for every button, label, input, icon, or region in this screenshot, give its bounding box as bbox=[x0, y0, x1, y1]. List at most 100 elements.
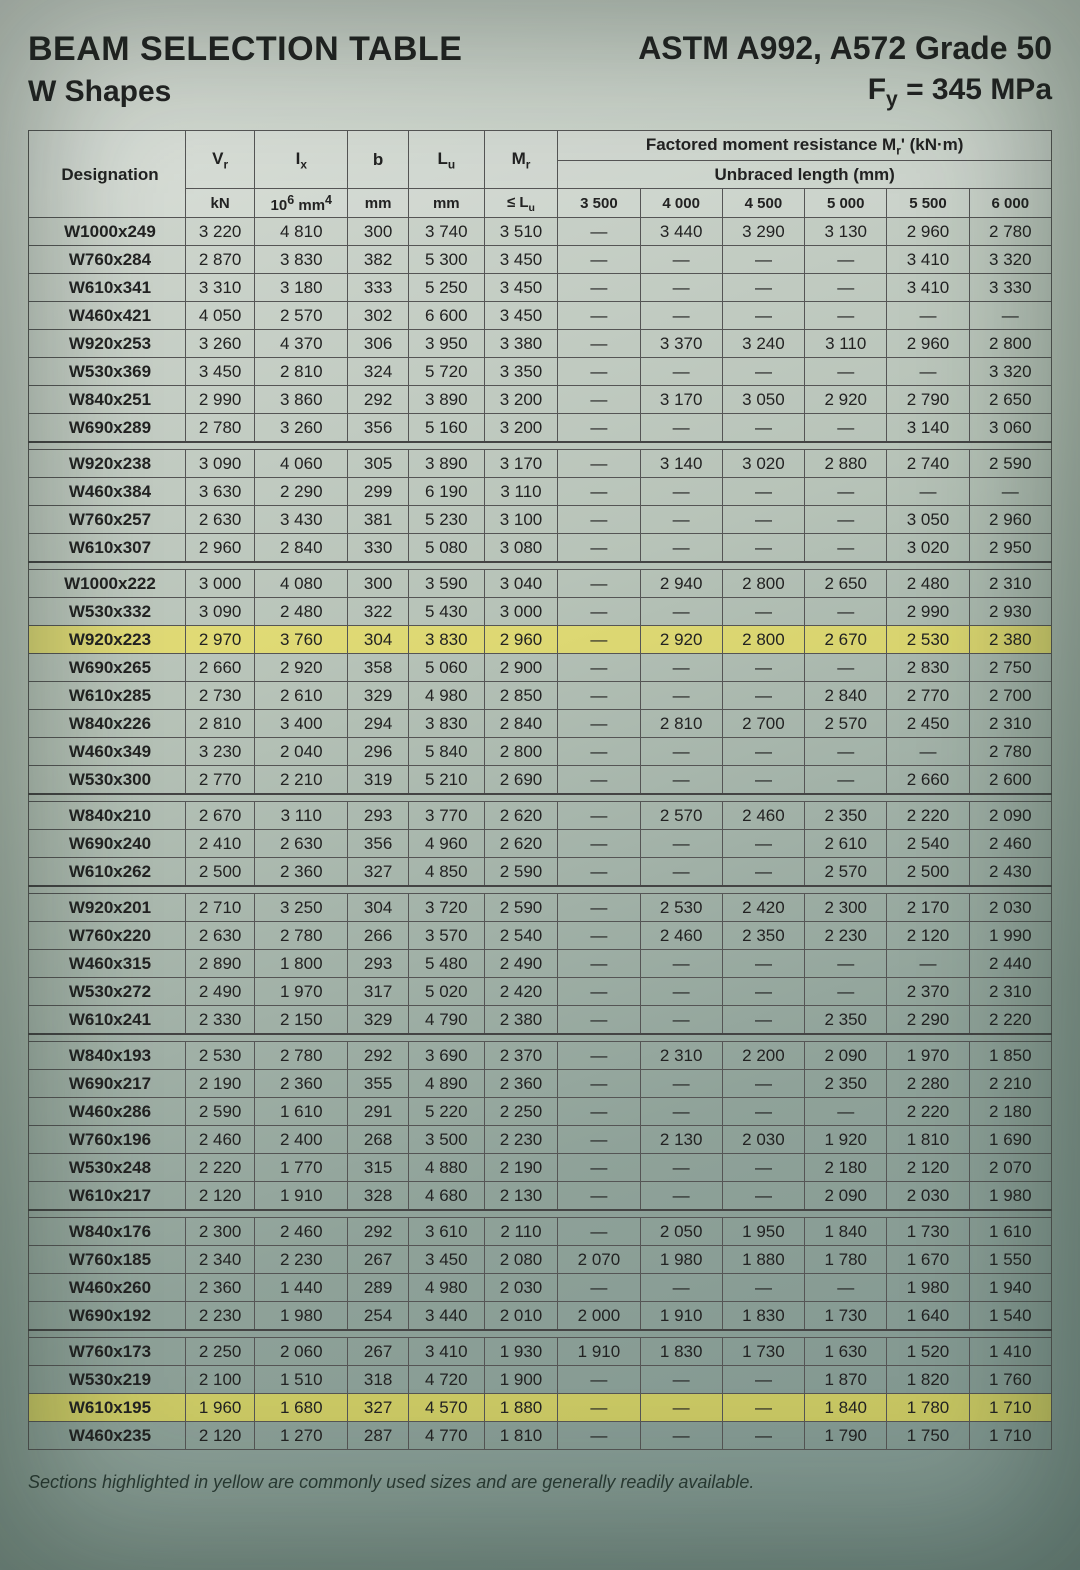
value-cell: — bbox=[640, 246, 722, 274]
table-row: W760x1732 2502 0602673 4101 9301 9101 83… bbox=[29, 1338, 1052, 1366]
value-cell: 2 960 bbox=[887, 330, 969, 358]
value-cell: 2 620 bbox=[484, 830, 558, 858]
value-cell: — bbox=[558, 1366, 640, 1394]
value-cell: 356 bbox=[348, 830, 409, 858]
designation-cell: W840x176 bbox=[29, 1218, 186, 1246]
value-cell: — bbox=[558, 302, 640, 330]
value-cell: 1 760 bbox=[969, 1366, 1051, 1394]
value-cell: 3 200 bbox=[484, 386, 558, 414]
value-cell: — bbox=[887, 738, 969, 766]
table-row: W760x2842 8703 8303825 3003 450————3 410… bbox=[29, 246, 1052, 274]
value-cell: 2 650 bbox=[969, 386, 1051, 414]
value-cell: 2 030 bbox=[484, 1274, 558, 1302]
value-cell: 3 890 bbox=[408, 450, 484, 478]
value-cell: — bbox=[805, 506, 887, 534]
value-cell: 2 840 bbox=[255, 534, 348, 563]
beam-table: Designation Vr Ix b Lu Mr Factored momen… bbox=[28, 130, 1052, 1450]
value-cell: 1 910 bbox=[558, 1338, 640, 1366]
value-cell: — bbox=[558, 682, 640, 710]
value-cell: 2 660 bbox=[887, 766, 969, 795]
value-cell: 2 950 bbox=[969, 534, 1051, 563]
value-cell: 3 330 bbox=[969, 274, 1051, 302]
value-cell: 2 210 bbox=[255, 766, 348, 795]
value-cell: — bbox=[640, 682, 722, 710]
value-cell: 324 bbox=[348, 358, 409, 386]
table-row: W530x2482 2201 7703154 8802 190———2 1802… bbox=[29, 1154, 1052, 1182]
value-cell: — bbox=[722, 534, 804, 563]
group-separator bbox=[29, 442, 1052, 450]
value-cell: 3 400 bbox=[255, 710, 348, 738]
value-cell: 2 090 bbox=[805, 1042, 887, 1070]
value-cell: 2 570 bbox=[255, 302, 348, 330]
value-cell: — bbox=[640, 978, 722, 1006]
value-cell: 3 410 bbox=[887, 246, 969, 274]
table-row: W610x3072 9602 8403305 0803 080————3 020… bbox=[29, 534, 1052, 563]
unit-b: mm bbox=[348, 189, 409, 218]
table-row: W530x3323 0902 4803225 4303 000————2 990… bbox=[29, 598, 1052, 626]
value-cell: 4 770 bbox=[408, 1422, 484, 1450]
value-cell: 1 980 bbox=[887, 1274, 969, 1302]
value-cell: — bbox=[805, 1098, 887, 1126]
value-cell: 2 430 bbox=[969, 858, 1051, 887]
value-cell: 5 300 bbox=[408, 246, 484, 274]
value-cell: — bbox=[640, 478, 722, 506]
table-row: W610x2172 1201 9103284 6802 130———2 0902… bbox=[29, 1182, 1052, 1211]
value-cell: 1 820 bbox=[887, 1366, 969, 1394]
value-cell: 2 120 bbox=[185, 1182, 254, 1211]
value-cell: 2 130 bbox=[640, 1126, 722, 1154]
value-cell: 2 090 bbox=[969, 802, 1051, 830]
value-cell: 3 590 bbox=[408, 570, 484, 598]
footnote: Sections highlighted in yellow are commo… bbox=[28, 1472, 1052, 1493]
value-cell: 1 710 bbox=[969, 1394, 1051, 1422]
designation-cell: W460x286 bbox=[29, 1098, 186, 1126]
value-cell: 2 790 bbox=[887, 386, 969, 414]
value-cell: — bbox=[558, 1126, 640, 1154]
table-row: W610x1951 9601 6803274 5701 880———1 8401… bbox=[29, 1394, 1052, 1422]
value-cell: 1 870 bbox=[805, 1366, 887, 1394]
designation-cell: W840x251 bbox=[29, 386, 186, 414]
value-cell: 2 340 bbox=[185, 1246, 254, 1274]
value-cell: 2 080 bbox=[484, 1246, 558, 1274]
value-cell: 1 830 bbox=[722, 1302, 804, 1331]
value-cell: 6 600 bbox=[408, 302, 484, 330]
value-cell: 1 880 bbox=[722, 1246, 804, 1274]
title-left: BEAM SELECTION TABLE bbox=[28, 30, 462, 69]
value-cell: — bbox=[640, 302, 722, 330]
value-cell: 1 930 bbox=[484, 1338, 558, 1366]
value-cell: 3 230 bbox=[185, 738, 254, 766]
value-cell: — bbox=[640, 358, 722, 386]
value-cell: 2 730 bbox=[185, 682, 254, 710]
table-row: W840x1932 5302 7802923 6902 370—2 3102 2… bbox=[29, 1042, 1052, 1070]
value-cell: 317 bbox=[348, 978, 409, 1006]
value-cell: 3 170 bbox=[640, 386, 722, 414]
value-cell: 1 710 bbox=[969, 1422, 1051, 1450]
value-cell: — bbox=[887, 358, 969, 386]
value-cell: 382 bbox=[348, 246, 409, 274]
value-cell: 3 180 bbox=[255, 274, 348, 302]
value-cell: 1 750 bbox=[887, 1422, 969, 1450]
value-cell: 2 990 bbox=[887, 598, 969, 626]
value-cell: 2 300 bbox=[805, 894, 887, 922]
value-cell: 3 110 bbox=[805, 330, 887, 358]
value-cell: — bbox=[558, 626, 640, 654]
header: BEAM SELECTION TABLE W Shapes ASTM A992,… bbox=[28, 30, 1052, 112]
value-cell: 2 800 bbox=[722, 570, 804, 598]
col-factored: Factored moment resistance Mr' (kN·m) bbox=[558, 131, 1052, 161]
table-row: W690x2172 1902 3603554 8902 360———2 3502… bbox=[29, 1070, 1052, 1098]
value-cell: 2 780 bbox=[255, 1042, 348, 1070]
value-cell: 1 410 bbox=[969, 1338, 1051, 1366]
subtitle-left: W Shapes bbox=[28, 75, 462, 109]
value-cell: 304 bbox=[348, 626, 409, 654]
value-cell: 3 310 bbox=[185, 274, 254, 302]
value-cell: 2 500 bbox=[185, 858, 254, 887]
table-row: W460x2862 5901 6102915 2202 250————2 220… bbox=[29, 1098, 1052, 1126]
value-cell: 3 290 bbox=[722, 218, 804, 246]
designation-cell: W530x369 bbox=[29, 358, 186, 386]
value-cell: 3 830 bbox=[408, 710, 484, 738]
table-row: W840x2512 9903 8602923 8903 200—3 1703 0… bbox=[29, 386, 1052, 414]
value-cell: 2 530 bbox=[640, 894, 722, 922]
value-cell: 1 680 bbox=[255, 1394, 348, 1422]
value-cell: 2 220 bbox=[887, 802, 969, 830]
table-row: W840x2102 6703 1102933 7702 620—2 5702 4… bbox=[29, 802, 1052, 830]
value-cell: — bbox=[887, 950, 969, 978]
